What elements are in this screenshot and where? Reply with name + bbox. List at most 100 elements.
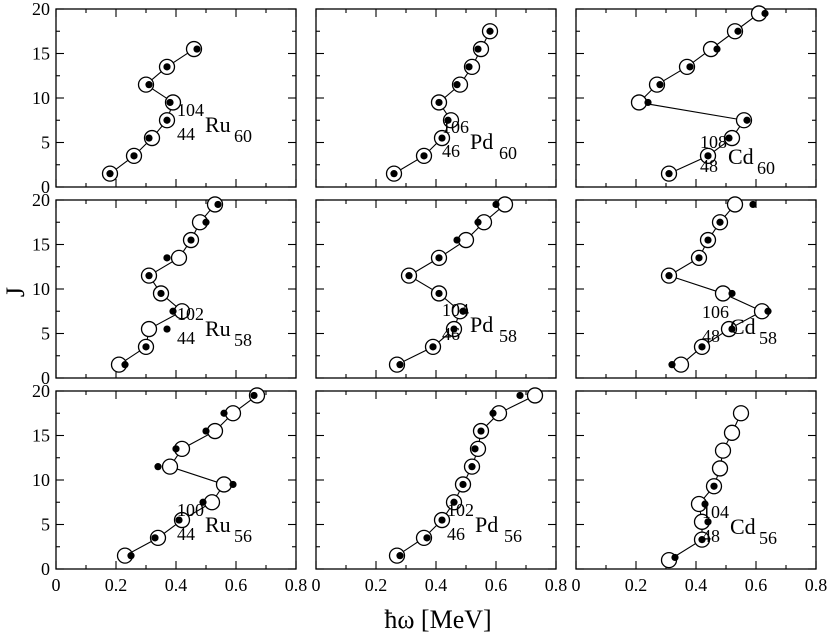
filled-dot-point (145, 134, 153, 142)
nucleus-label: 106 46 Pd 60 (442, 117, 517, 163)
filled-dot-point (764, 307, 772, 315)
filled-dot-point (154, 463, 162, 471)
filled-dot-point (698, 343, 706, 351)
nucleus-label: 104 48 Cd 56 (702, 502, 777, 548)
y-tick-label: 15 (32, 426, 50, 446)
filled-dot-point (229, 480, 237, 489)
panel-frame (55, 390, 297, 570)
filled-dot-point (725, 134, 733, 142)
x-tick-label: 0 (52, 575, 61, 595)
filled-dot-point (214, 200, 222, 209)
filled-dot-point (713, 45, 721, 53)
mass-number: 100 (177, 500, 204, 520)
filled-dot-point (665, 272, 673, 280)
filled-dot-point (471, 445, 479, 453)
filled-dot-point (250, 391, 258, 400)
open-circle-point (630, 94, 648, 111)
filled-dot-point (202, 218, 210, 226)
nucleus-label: 106 48 Cd 58 (702, 302, 777, 348)
filled-dot-point (444, 116, 452, 124)
x-tick-label: 0.4 (165, 575, 188, 595)
filled-dot-point (450, 325, 458, 333)
filled-dot-point (145, 81, 153, 89)
series-line (667, 204, 764, 366)
open-circle-point (714, 442, 732, 459)
mass-number: 104 (177, 100, 204, 120)
element-symbol: Ru (205, 316, 231, 341)
open-circle-point (215, 476, 233, 493)
y-tick-label: 0 (41, 368, 50, 388)
panel-104Pd58: 104 46 Pd 58 (315, 196, 557, 379)
element-symbol: Cd (730, 514, 756, 539)
filled-dot-point (453, 81, 461, 89)
filled-dot-point (477, 427, 485, 435)
filled-dot-point (453, 236, 461, 244)
filled-dot-point (459, 307, 467, 315)
filled-dot-point (489, 409, 497, 417)
x-tick-label: 0 (572, 575, 581, 595)
open-circle-point (714, 285, 732, 302)
x-tick-label: 0.8 (545, 575, 568, 595)
filled-dot-point (396, 552, 404, 560)
open-circle-point (224, 405, 242, 422)
filled-dot-point (142, 343, 150, 351)
filled-dot-point (710, 482, 718, 490)
filled-dot-point (423, 534, 431, 542)
filled-dot-point (193, 45, 201, 53)
mass-number: 102 (177, 304, 204, 324)
neutron-number: 60 (757, 158, 775, 178)
filled-dot-point (704, 152, 712, 160)
filled-dot-point (486, 27, 494, 35)
proton-number: 48 (702, 526, 720, 546)
series-line (396, 394, 536, 557)
filled-dot-point (172, 445, 180, 453)
y-tick-label: 0 (41, 559, 50, 579)
filled-dot-point (145, 272, 153, 280)
panel-102Ru58: 0 5 10 15 20 102 44 Ru 58 (32, 190, 297, 388)
x-tick-label: 0.6 (485, 575, 508, 595)
filled-dot-point (716, 218, 724, 226)
filled-dot-point (220, 409, 228, 417)
y-tick-label: 5 (41, 324, 50, 344)
y-tick-label: 5 (41, 515, 50, 535)
panel-106Pd60: 106 46 Pd 60 (315, 8, 557, 188)
nucleus-label: 102 46 Pd 56 (447, 500, 522, 546)
nucleus-label: 100 44 Ru 56 (177, 500, 252, 546)
nucleus-label: 108 48 Cd 60 (700, 132, 775, 178)
filled-dot-point (701, 500, 709, 508)
mass-number: 102 (447, 500, 474, 520)
filled-dot-point (405, 272, 413, 280)
x-tick-label: 0.2 (625, 575, 648, 595)
x-tick-label: 0 (312, 575, 321, 595)
y-tick-label: 5 (41, 133, 50, 153)
proton-number: 44 (177, 124, 195, 144)
filled-dot-point (166, 98, 174, 107)
filled-dot-point (468, 463, 476, 471)
filled-dot-point (704, 236, 712, 244)
open-circle-point (672, 356, 690, 373)
filled-dot-point (390, 170, 398, 178)
proton-number: 46 (442, 141, 460, 161)
filled-dot-point (130, 152, 138, 160)
open-circle-point (161, 458, 179, 475)
filled-dot-point (698, 536, 706, 544)
filled-dot-point (728, 325, 736, 333)
nucleus-label: 104 44 Ru 60 (177, 100, 252, 146)
y-tick-label: 10 (32, 279, 50, 299)
filled-dot-point (492, 200, 500, 209)
x-tick-label: 0.6 (225, 575, 248, 595)
open-circle-point (140, 320, 158, 338)
y-tick-label: 0 (41, 177, 50, 197)
x-tick-label: 0.8 (805, 575, 828, 595)
x-tick-label: 0.2 (365, 575, 388, 595)
neutron-number: 56 (504, 526, 522, 546)
filled-dot-point (151, 534, 159, 542)
open-circle-point (206, 422, 224, 440)
y-tick-label: 15 (32, 235, 50, 255)
open-circle-point (723, 424, 741, 441)
element-symbol: Ru (205, 112, 231, 137)
open-circle-point (726, 196, 744, 213)
filled-dot-point (169, 307, 177, 315)
